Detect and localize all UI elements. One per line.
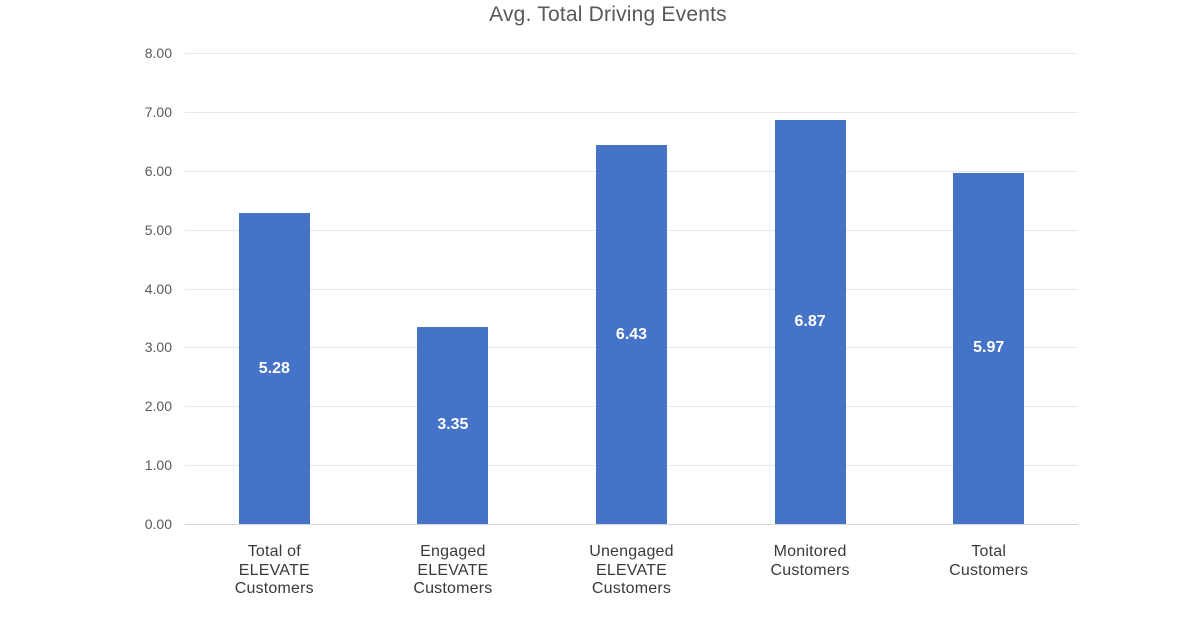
category-label-line: Customers bbox=[234, 580, 314, 597]
y-tick-label: 5.00 bbox=[144, 221, 172, 238]
category-label: Total of ELEVATE Customers bbox=[185, 543, 364, 599]
bar-value-label: 6.43 bbox=[615, 325, 648, 343]
y-tick-label: 3.00 bbox=[144, 339, 172, 356]
y-tick-label: 7.00 bbox=[144, 103, 172, 120]
bar-value-label: 3.35 bbox=[437, 416, 469, 434]
category-label-line: Unengaged bbox=[589, 543, 674, 560]
bar bbox=[596, 145, 667, 524]
bar-value-label: 6.87 bbox=[794, 312, 826, 330]
bar bbox=[774, 119, 846, 524]
category-label: Total Customers bbox=[899, 543, 1078, 580]
category-label-line: Customers bbox=[770, 561, 850, 579]
category-label: Engaged ELEVATE Customers bbox=[364, 543, 543, 599]
y-tick-label: 2.00 bbox=[144, 398, 172, 415]
gridline bbox=[185, 53, 1078, 54]
category-label-line: ELEVATE bbox=[417, 561, 489, 579]
y-tick-label: 1.00 bbox=[144, 457, 172, 474]
bar-value-label: 5.28 bbox=[258, 359, 290, 377]
y-tick-label: 4.00 bbox=[144, 280, 172, 297]
category-label-line: Engaged bbox=[420, 543, 486, 560]
bar bbox=[417, 326, 489, 524]
category-label-line: Customers bbox=[413, 580, 493, 597]
y-tick-label: 0.00 bbox=[144, 516, 172, 532]
category-label-line: Customers bbox=[949, 561, 1029, 579]
category-label: Unengaged ELEVATE Customers bbox=[542, 543, 721, 599]
chart-title: Avg. Total Driving Events bbox=[489, 3, 727, 26]
y-tick-label: 8.00 bbox=[144, 45, 172, 61]
category-label: Monitored Customers bbox=[721, 543, 900, 580]
category-label-line: Customers bbox=[591, 580, 672, 597]
category-label-line: ELEVATE bbox=[595, 561, 668, 579]
bar bbox=[953, 172, 1025, 524]
category-label-line: Total of bbox=[247, 543, 301, 560]
bar-value-label: 5.97 bbox=[973, 339, 1005, 357]
x-axis-line bbox=[185, 524, 1078, 525]
y-tick-label: 6.00 bbox=[144, 162, 172, 179]
category-label-line: Monitored bbox=[773, 543, 847, 560]
category-label-line: Total bbox=[971, 543, 1007, 560]
category-label-line: ELEVATE bbox=[238, 561, 310, 579]
plot-area: 5.28 3.35 6.43 6.87 5.97 bbox=[185, 53, 1078, 525]
bar bbox=[238, 213, 310, 524]
gridline bbox=[185, 111, 1078, 113]
